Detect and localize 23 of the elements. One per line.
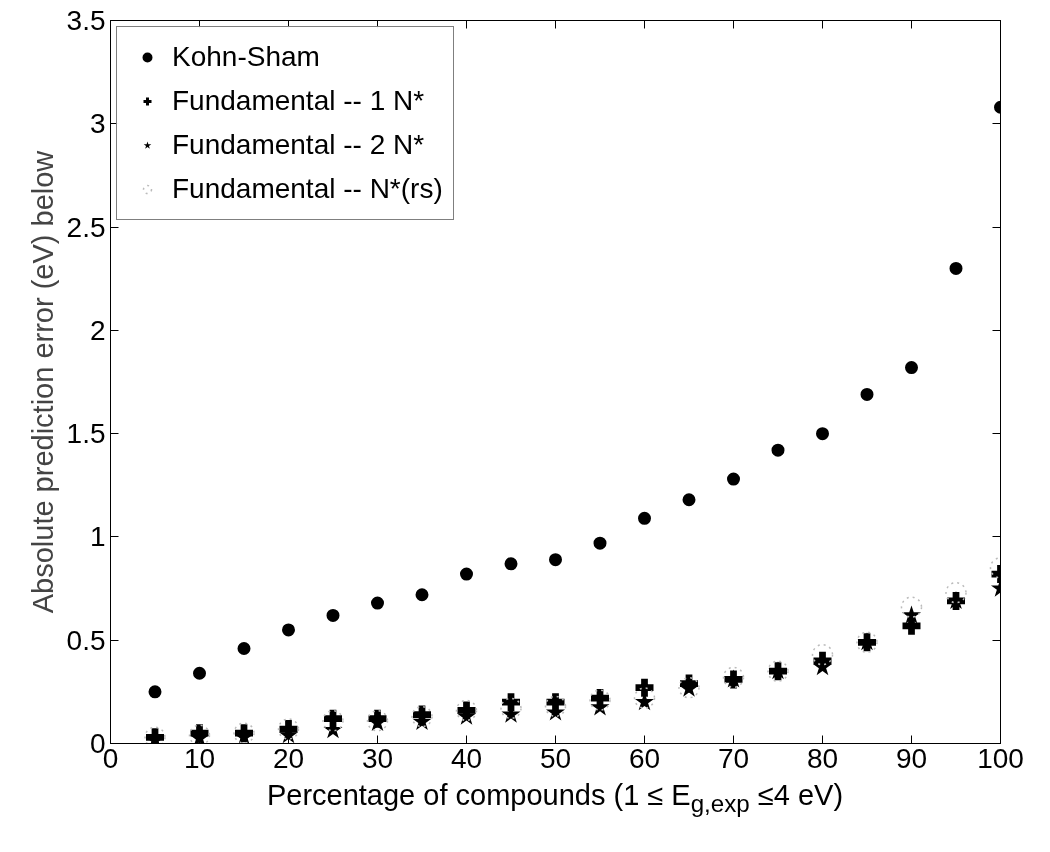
y-tick-label: 3.5 (66, 5, 106, 36)
y-tick-label: 1.5 (66, 418, 106, 450)
y-tick-label: 0.5 (66, 624, 106, 656)
y-tick-label: 1 (89, 521, 106, 553)
legend-label: Fundamental -- 1 N* (172, 84, 425, 118)
y-tick-label: 3 (89, 108, 106, 140)
x-tick-label: 60 (628, 742, 661, 774)
x-tick-label: 30 (361, 742, 394, 774)
x-tick-label: 70 (717, 742, 750, 774)
x-tick-label: 10 (183, 742, 216, 774)
x-tick-label: 90 (895, 742, 928, 774)
x-tick-label: 100 (977, 742, 1024, 774)
y-axis-title: Absolute prediction error (eV) below (26, 149, 59, 614)
x-tick-label: 50 (539, 742, 572, 774)
x-axis-title: Percentage of compounds (1 ≤ E$_{g,exp}$ ≤4 eV) (265, 778, 845, 819)
y-tick-label: 2 (89, 314, 106, 346)
x-tick-label: 40 (450, 742, 483, 774)
legend-label: Kohn-Sham (172, 40, 320, 74)
legend-label: Fundamental -- 2 N* (172, 128, 425, 162)
y-tick-label: 2.5 (66, 211, 106, 243)
legend-label: Fundamental -- N*(rs) (172, 172, 443, 206)
x-tick-label: 20 (272, 742, 305, 774)
x-tick-label: 80 (806, 742, 839, 774)
